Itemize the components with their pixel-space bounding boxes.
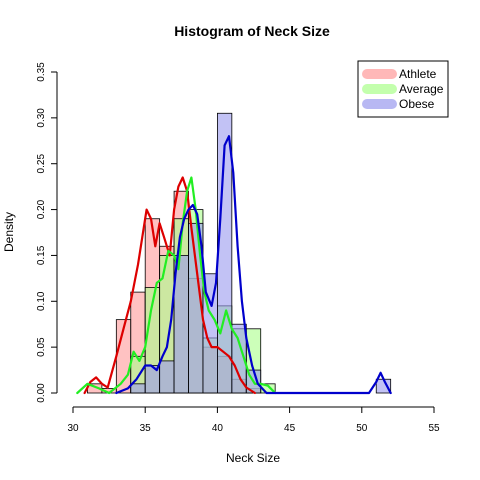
y-axis-label: Density — [2, 212, 16, 252]
density-curve-obese — [115, 135, 392, 395]
density-curves-layer — [76, 135, 392, 395]
x-tick-label-3: 45 — [284, 423, 296, 434]
legend-label-average: Average — [399, 82, 444, 96]
y-tick-label-1: 0.05 — [36, 337, 47, 357]
legend-label-obese: Obese — [399, 97, 435, 111]
y-tick-label-5: 0.25 — [36, 154, 47, 174]
y-tick-label-2: 0.10 — [36, 291, 47, 311]
bar-obese-0 — [130, 383, 146, 394]
x-tick-label-0: 30 — [67, 423, 79, 434]
density-curve-average — [76, 176, 277, 395]
chart-title: Histogram of Neck Size — [174, 23, 330, 39]
density-curve-athlete — [83, 176, 256, 395]
axes-layer: 30 35 40 45 50 55 0.00 0.05 0.10 0.15 0.20 0.25 0.30… — [36, 62, 440, 434]
x-tick-label-2: 40 — [212, 423, 224, 434]
bar-obese-2 — [159, 360, 175, 394]
x-axis-label: Neck Size — [226, 451, 280, 465]
y-tick-label-6: 0.30 — [36, 108, 47, 128]
legend-label-athlete: Athlete — [399, 67, 437, 81]
y-tick-label-0: 0.00 — [36, 383, 47, 403]
bar-obese-7 — [231, 323, 247, 394]
x-tick-label-5: 55 — [428, 423, 440, 434]
x-tick-label-1: 35 — [140, 423, 152, 434]
x-tick-label-4: 50 — [356, 423, 368, 434]
y-tick-label-4: 0.20 — [36, 199, 47, 219]
y-tick-label-3: 0.15 — [36, 245, 47, 265]
y-tick-label-7: 0.35 — [36, 62, 47, 82]
